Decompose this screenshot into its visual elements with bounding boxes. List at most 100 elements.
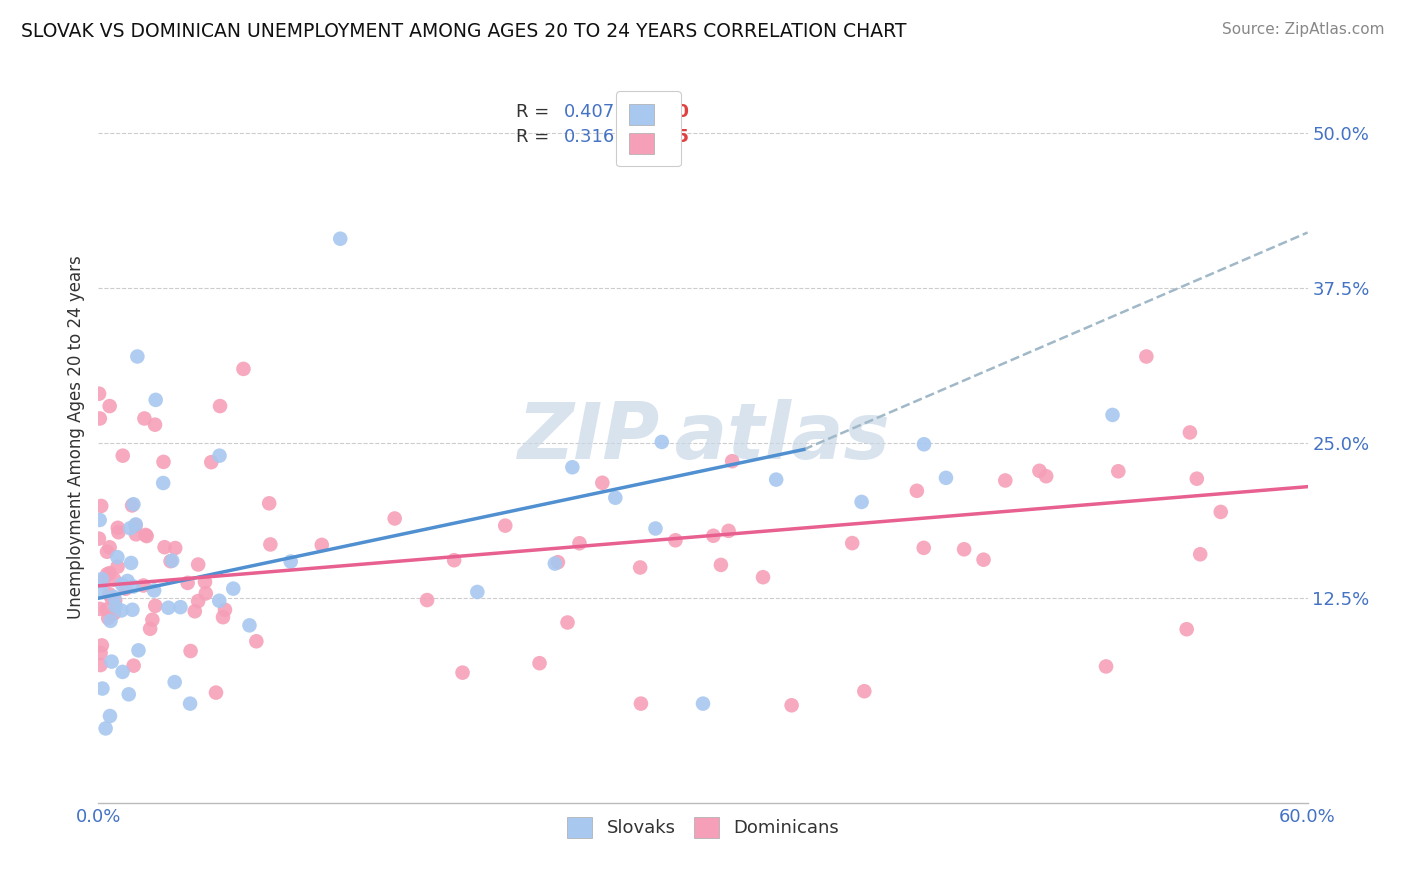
Point (994, 474, 1017, 488)
Point (143, 417, 166, 432)
Point (765, 473, 787, 487)
Point (145, 392, 167, 407)
Point (200, 455, 222, 469)
Text: Source: ZipAtlas.com: Source: ZipAtlas.com (1222, 22, 1385, 37)
Point (89, 411, 111, 425)
Point (96, 567, 118, 582)
Point (121, 499, 143, 513)
Point (1028, 464, 1050, 478)
Point (120, 521, 142, 535)
Point (912, 437, 935, 451)
Y-axis label: Unemployment Among Ages 20 to 24 years: Unemployment Among Ages 20 to 24 years (66, 255, 84, 619)
Point (605, 491, 627, 505)
Point (194, 574, 217, 589)
Point (110, 603, 132, 617)
Point (90, 499, 112, 513)
Text: R =: R = (516, 128, 561, 146)
Point (721, 454, 744, 468)
Point (179, 697, 201, 711)
Point (103, 607, 125, 621)
Point (187, 594, 209, 608)
Point (91, 574, 114, 589)
Point (160, 554, 183, 568)
Point (451, 665, 474, 680)
Point (280, 555, 302, 569)
Point (443, 553, 465, 567)
Point (159, 554, 181, 568)
Point (94, 722, 117, 736)
Point (187, 558, 209, 572)
Point (127, 643, 149, 657)
Point (107, 550, 129, 565)
Point (329, 232, 352, 246)
Point (124, 518, 146, 533)
Point (710, 558, 733, 572)
Point (90, 639, 112, 653)
Point (702, 529, 724, 543)
Point (122, 580, 145, 594)
Point (122, 497, 145, 511)
Point (103, 573, 125, 587)
Text: 0.316: 0.316 (564, 128, 616, 146)
Point (100, 655, 122, 669)
Point (90, 572, 112, 586)
Point (98, 399, 121, 413)
Point (257, 496, 280, 510)
Point (205, 685, 228, 699)
Point (87, 386, 110, 401)
Point (416, 593, 439, 607)
Point (169, 600, 191, 615)
Point (176, 575, 198, 590)
Point (98, 566, 121, 581)
Point (752, 570, 775, 584)
Point (547, 555, 569, 569)
Point (1189, 547, 1212, 561)
Point (912, 541, 935, 555)
Point (89, 602, 111, 616)
Point (1185, 472, 1208, 486)
Point (311, 538, 333, 552)
Text: R =: R = (516, 103, 554, 120)
Point (1035, 469, 1057, 483)
Point (180, 644, 202, 658)
Point (630, 697, 652, 711)
Point (208, 593, 231, 607)
Point (568, 536, 591, 550)
Point (103, 590, 125, 604)
Point (851, 495, 873, 509)
Point (90, 646, 112, 660)
Point (232, 362, 254, 376)
Point (1101, 408, 1123, 422)
Point (91, 585, 114, 599)
Point (494, 518, 516, 533)
Point (135, 529, 157, 543)
Point (717, 524, 740, 538)
Point (841, 536, 863, 550)
Point (121, 603, 143, 617)
Point (212, 610, 235, 624)
Point (98, 541, 121, 555)
Point (100, 591, 122, 606)
Point (118, 687, 141, 701)
Point (591, 475, 613, 490)
Point (157, 600, 180, 615)
Point (107, 521, 129, 535)
Point (184, 604, 207, 618)
Point (384, 511, 406, 525)
Point (214, 603, 236, 617)
Point (111, 577, 134, 591)
Point (238, 618, 260, 632)
Point (117, 574, 139, 588)
Point (125, 517, 148, 532)
Point (222, 582, 245, 596)
Point (163, 675, 186, 690)
Point (96, 545, 118, 559)
Text: 50: 50 (664, 103, 689, 120)
Text: 0.407: 0.407 (564, 103, 616, 120)
Point (1175, 622, 1198, 636)
Point (780, 698, 803, 713)
Point (853, 684, 876, 698)
Point (111, 449, 134, 463)
Point (1107, 464, 1129, 478)
Point (935, 471, 957, 485)
